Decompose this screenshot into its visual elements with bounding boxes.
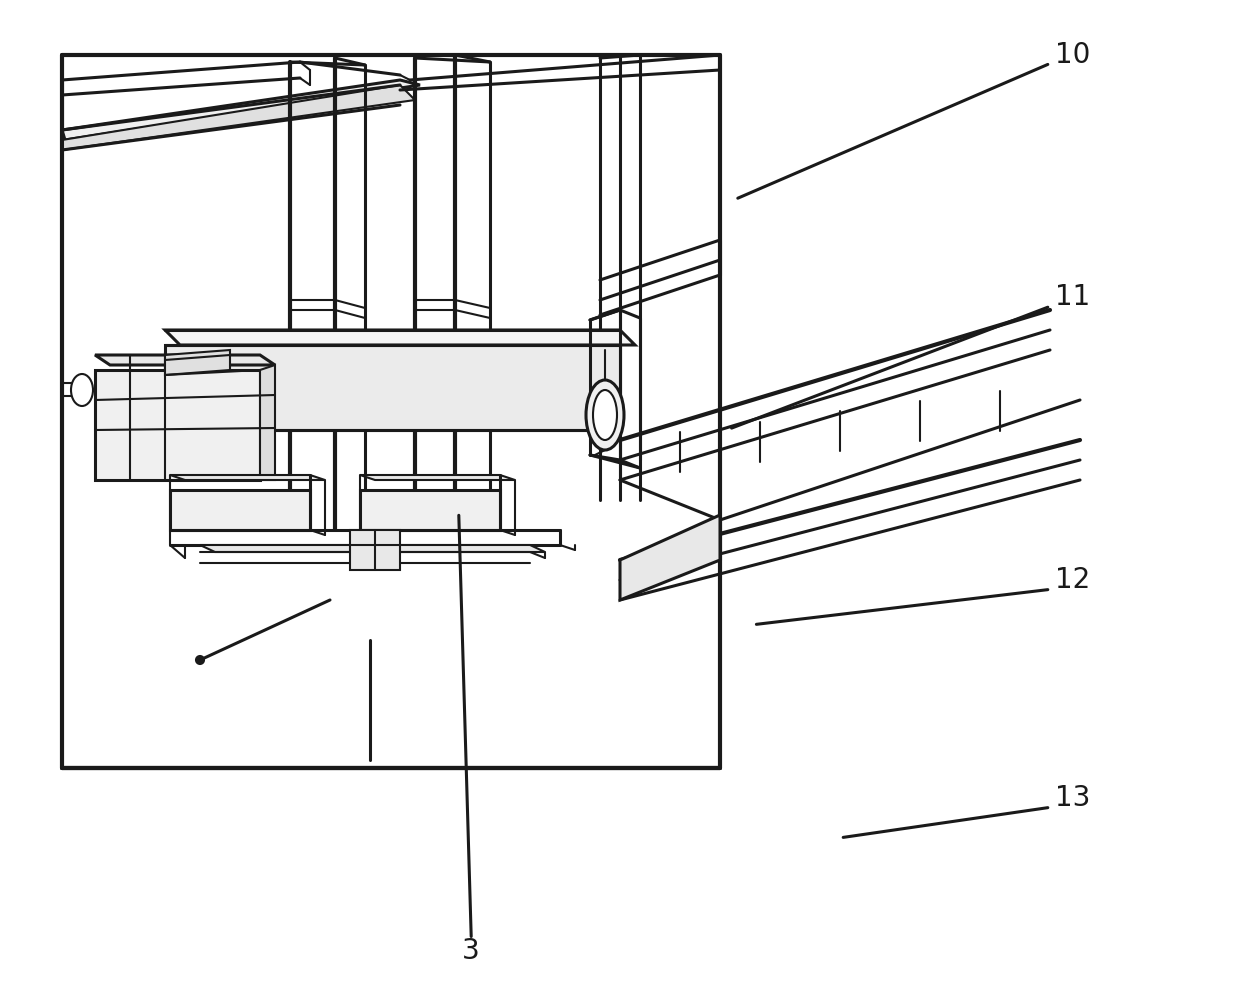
- Polygon shape: [95, 370, 260, 480]
- Text: 13: 13: [1055, 784, 1090, 812]
- Polygon shape: [170, 475, 325, 480]
- Polygon shape: [620, 515, 720, 600]
- Text: 3: 3: [463, 937, 480, 965]
- Polygon shape: [62, 85, 415, 150]
- Polygon shape: [170, 490, 310, 530]
- Text: 10: 10: [1055, 41, 1090, 68]
- Ellipse shape: [593, 390, 618, 440]
- Text: 12: 12: [1055, 566, 1090, 594]
- Polygon shape: [200, 545, 546, 552]
- Polygon shape: [62, 80, 420, 140]
- Polygon shape: [165, 350, 229, 375]
- Polygon shape: [165, 345, 620, 430]
- Polygon shape: [165, 330, 635, 345]
- Polygon shape: [95, 355, 275, 365]
- Ellipse shape: [71, 374, 93, 406]
- Polygon shape: [260, 365, 275, 480]
- Polygon shape: [360, 475, 515, 480]
- Ellipse shape: [587, 380, 624, 450]
- Polygon shape: [350, 530, 401, 570]
- Polygon shape: [360, 490, 500, 530]
- Text: 11: 11: [1055, 283, 1090, 311]
- Ellipse shape: [196, 656, 205, 664]
